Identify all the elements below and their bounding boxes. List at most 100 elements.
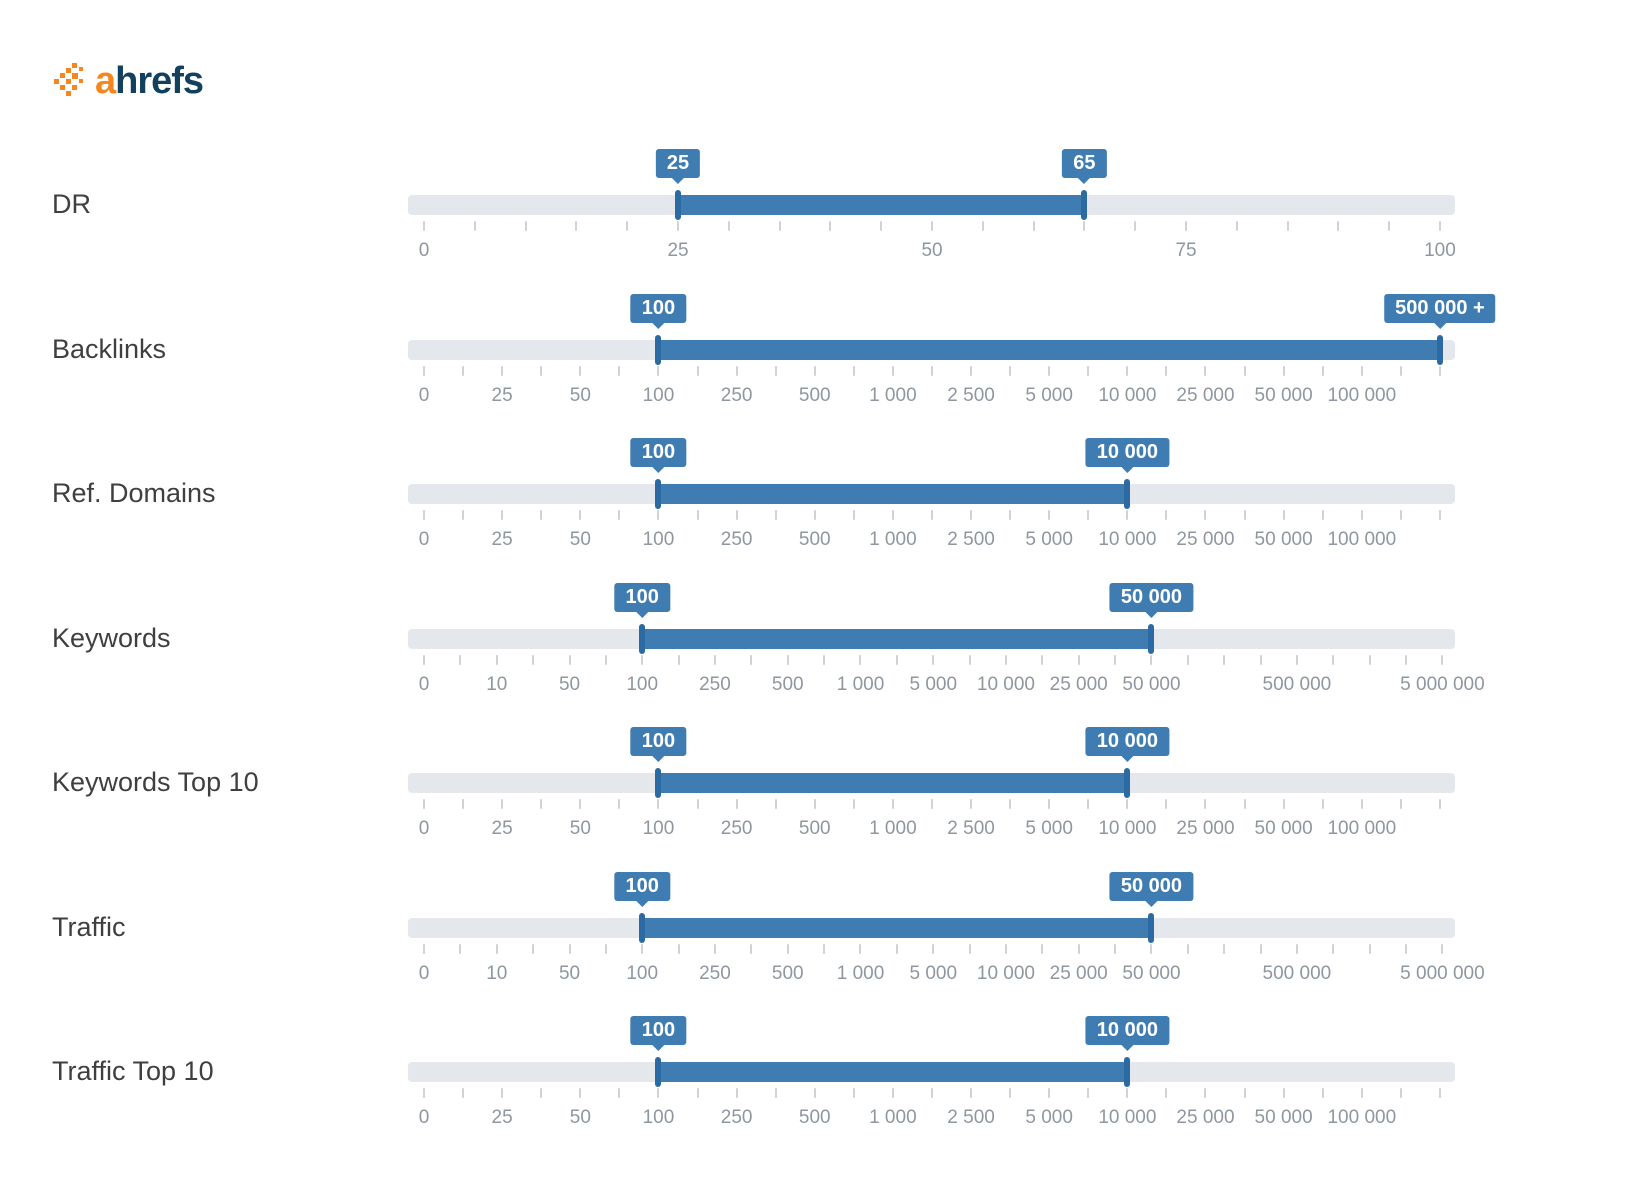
- tick-mark: [1282, 510, 1285, 520]
- tick-mark: [1126, 510, 1129, 520]
- tick-label: 100: [1424, 240, 1456, 261]
- tick-mark: [970, 1088, 973, 1098]
- tick-mark: [1009, 799, 1012, 809]
- metric-label-keywords-top-10: Keywords Top 10: [52, 767, 259, 797]
- tick-mark: [895, 943, 898, 954]
- tick-mark: [813, 510, 816, 520]
- tick-mark: [1165, 365, 1168, 376]
- max-handle[interactable]: [1124, 768, 1131, 798]
- selected-range[interactable]: [678, 195, 1085, 215]
- tick-mark: [677, 221, 680, 231]
- min-value-bubble: 100: [630, 438, 687, 467]
- tick-mark: [774, 799, 777, 809]
- tick-mark: [657, 365, 660, 376]
- tick-mark: [1295, 943, 1298, 954]
- tick-mark: [1399, 365, 1402, 376]
- tick-mark: [1360, 799, 1363, 809]
- tick-mark: [1321, 799, 1324, 809]
- selected-range[interactable]: [658, 773, 1128, 793]
- tick-mark: [778, 221, 781, 231]
- tick-label: 10 000: [976, 962, 1035, 984]
- tick-mark: [1441, 943, 1444, 954]
- tick-mark: [1282, 1088, 1285, 1098]
- tick-label: 25 000: [1176, 818, 1235, 839]
- tick-mark: [423, 365, 426, 376]
- tick-label: 50: [921, 240, 943, 261]
- tick-mark: [501, 799, 504, 809]
- tick-mark: [1009, 1088, 1012, 1098]
- tick-mark: [1032, 221, 1035, 231]
- tick-label: 0: [418, 818, 430, 839]
- tick-label: 500: [798, 1107, 831, 1128]
- tick-label: 10: [486, 673, 508, 695]
- tick-mark: [1405, 943, 1408, 954]
- metric-label-traffic: Traffic: [52, 911, 126, 942]
- selected-range[interactable]: [658, 1062, 1128, 1082]
- tick-label: 2 500: [947, 384, 995, 406]
- tick-mark: [1332, 654, 1335, 665]
- tick-mark: [1321, 510, 1324, 520]
- selected-range[interactable]: [642, 628, 1152, 649]
- min-handle[interactable]: [655, 1057, 662, 1087]
- tick-mark: [495, 943, 498, 954]
- range-slider-backlinks: 0 25 50 100 250 500 1 000 2 500 5 000 10 000 25 00…: [408, 278, 1496, 418]
- tick-label: 10 000: [1098, 529, 1157, 550]
- tick-label: 0: [418, 529, 430, 550]
- tick-mark: [462, 365, 465, 376]
- max-handle[interactable]: [1148, 912, 1155, 943]
- tick-mark: [696, 510, 699, 520]
- tick-label: 500: [798, 818, 831, 839]
- max-value-bubble: 50 000: [1109, 582, 1194, 612]
- tick-label: 5 000: [909, 673, 958, 695]
- tick-mark: [970, 365, 973, 376]
- selected-range[interactable]: [658, 339, 1440, 360]
- tick-mark: [735, 365, 738, 376]
- min-handle[interactable]: [675, 190, 682, 220]
- max-handle[interactable]: [1081, 190, 1088, 220]
- tick-mark: [1399, 510, 1402, 520]
- tick-mark: [626, 221, 629, 231]
- tick-mark: [1223, 943, 1226, 954]
- selected-range[interactable]: [642, 917, 1152, 938]
- min-handle[interactable]: [655, 768, 662, 798]
- tick-mark: [1439, 221, 1442, 231]
- tick-label: 0: [418, 673, 430, 695]
- tick-label: 50: [558, 962, 581, 984]
- tick-label: 50: [569, 384, 591, 406]
- max-value-bubble: 500 000 +: [1384, 293, 1496, 323]
- min-handle[interactable]: [639, 623, 646, 654]
- tick-mark: [1165, 799, 1168, 809]
- tick-mark: [823, 654, 826, 665]
- max-handle[interactable]: [1124, 1057, 1131, 1087]
- tick-label: 100: [642, 818, 675, 839]
- min-handle[interactable]: [639, 912, 646, 943]
- tick-label: 10 000: [976, 673, 1035, 695]
- tick-mark: [930, 510, 933, 520]
- tick-mark: [968, 654, 971, 665]
- tick-mark: [696, 365, 699, 376]
- tick-mark: [1087, 799, 1090, 809]
- min-handle[interactable]: [655, 334, 662, 365]
- min-value-bubble: 100: [614, 582, 670, 612]
- max-handle[interactable]: [1148, 623, 1155, 654]
- max-handle[interactable]: [1436, 334, 1443, 365]
- tick-mark: [618, 1088, 621, 1098]
- tick-mark: [501, 365, 504, 376]
- tick-label: 50 000: [1254, 818, 1313, 839]
- min-handle[interactable]: [655, 479, 662, 509]
- selected-range[interactable]: [658, 484, 1128, 504]
- tick-mark: [1399, 1088, 1402, 1098]
- tick-mark: [1441, 654, 1444, 665]
- tick-mark: [931, 221, 934, 231]
- tick-mark: [677, 943, 680, 954]
- tick-label: 25: [491, 1107, 513, 1128]
- tick-mark: [657, 510, 660, 520]
- tick-mark: [568, 654, 571, 665]
- filter-row-ref-domains: Ref. Domains 0 25 50 100 250 500 1 000 2 500 5 00…: [0, 422, 1650, 562]
- tick-label: 25: [491, 818, 513, 839]
- tick-label: 25 000: [1176, 1107, 1235, 1128]
- max-handle[interactable]: [1124, 479, 1131, 509]
- tick-mark: [618, 365, 621, 376]
- tick-mark: [1077, 654, 1080, 665]
- tick-mark: [1126, 1088, 1129, 1098]
